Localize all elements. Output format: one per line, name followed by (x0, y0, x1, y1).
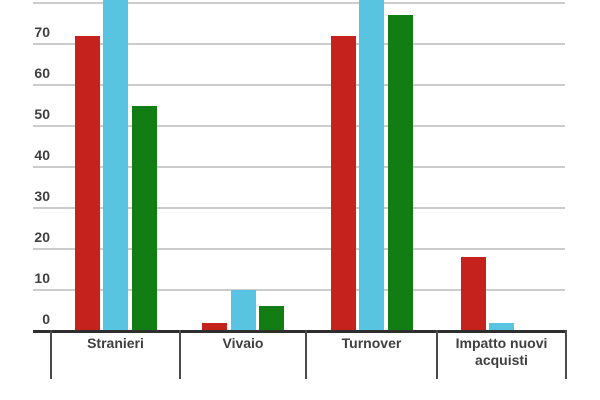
gridline-40 (33, 166, 565, 168)
gridline-80 (33, 2, 565, 4)
gridline-70 (33, 43, 565, 45)
y-axis-label-40: 40 (34, 147, 50, 163)
x-axis-line (33, 330, 566, 333)
gridline-50 (33, 125, 565, 127)
bar-vivaio-cyan (230, 290, 256, 331)
x-axis-category-label-stranieri: Stranieri (87, 335, 144, 351)
bar-vivaio-green (259, 306, 284, 331)
y-axis-label-0: 0 (42, 311, 50, 327)
y-axis-label-60: 60 (34, 65, 50, 81)
bar-turnover-green (387, 15, 413, 331)
bar-impatto-nuovi-acquisti-cyan (489, 322, 514, 331)
gridline-10 (33, 289, 565, 291)
y-axis-label-30: 30 (34, 188, 50, 204)
bar-vivaio-red (202, 322, 227, 331)
y-axis-label-70: 70 (34, 24, 50, 40)
gridline-60 (33, 84, 565, 86)
bar-stranieri-cyan (103, 0, 128, 331)
x-axis-category-label-turnover: Turnover (341, 335, 402, 351)
bar-impatto-nuovi-acquisti-red (460, 257, 486, 331)
gridline-30 (33, 207, 565, 209)
y-axis-label-20: 20 (34, 229, 50, 245)
y-axis-label-50: 50 (34, 106, 50, 122)
x-axis-tick-4 (565, 330, 567, 379)
bar-stranieri-green (131, 105, 157, 331)
x-axis-tick-3 (436, 330, 438, 379)
y-axis-label-10: 10 (34, 270, 50, 286)
bar-turnover-red (330, 35, 356, 331)
gridline-20 (33, 248, 565, 250)
x-axis-tick-1 (179, 330, 181, 379)
x-axis-tick-0 (50, 330, 52, 379)
bar-stranieri-red (74, 35, 100, 331)
x-axis-tick-2 (305, 330, 307, 379)
x-axis-category-label-vivaio: Vivaio (222, 335, 264, 351)
x-axis-category-label-impatto-nuovi-acquisti: Impatto nuovi acquisti (455, 335, 548, 368)
bar-turnover-cyan (359, 0, 384, 331)
